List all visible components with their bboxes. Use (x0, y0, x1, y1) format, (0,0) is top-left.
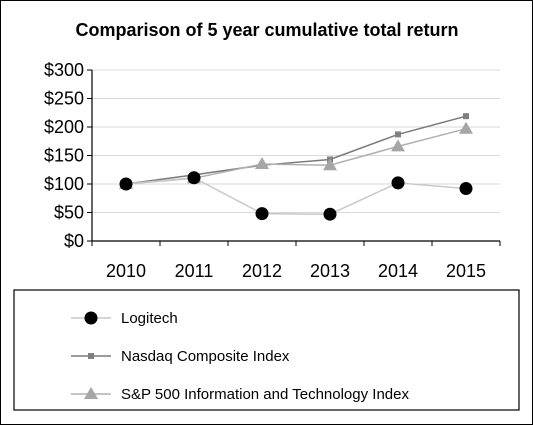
y-tick-label: $0 (64, 231, 84, 251)
x-tick-label: 2010 (106, 261, 146, 281)
data-point-triangle (391, 139, 405, 152)
data-point-circle (459, 182, 473, 196)
legend-item: Nasdaq Composite Index (71, 348, 290, 365)
y-tick-label: $50 (54, 203, 84, 223)
y-tick-label: $250 (44, 89, 84, 109)
y-axis-tick-labels: $0 $50 $100 $150 $200 $250 $300 (44, 60, 84, 251)
series-circle (119, 171, 473, 221)
legend-marker-circle (84, 311, 98, 325)
legend-label: S&P 500 Information and Technology Index (121, 386, 409, 403)
legend-marker-square (88, 353, 94, 359)
y-tick-label: $200 (44, 117, 84, 137)
y-tick-label: $100 (44, 174, 84, 194)
series-line-circle (125, 176, 467, 215)
legend-label: Nasdaq Composite Index (121, 348, 290, 365)
legend: Logitech Nasdaq Composite Index S&P 500 In… (71, 310, 409, 403)
data-point-square (463, 113, 469, 120)
series-line-square (125, 115, 467, 185)
x-tick-label: 2014 (378, 261, 418, 281)
series-square (123, 113, 469, 187)
legend-box (13, 289, 520, 411)
data-point-circle (119, 177, 133, 191)
series-line-triangle (125, 127, 467, 185)
data-point-circle (255, 207, 269, 221)
data-point-circle (187, 171, 201, 185)
x-tick-label: 2011 (175, 261, 214, 281)
y-tick-label: $150 (44, 146, 84, 166)
data-point-triangle (255, 157, 269, 170)
data-point-circle (323, 207, 337, 221)
data-point-square (395, 131, 401, 138)
legend-item: Logitech (71, 310, 178, 327)
x-axis-tick-labels: 2010 2011 2012 2013 2014 2015 (106, 261, 486, 281)
series-group (119, 113, 473, 221)
y-tick-label: $300 (44, 60, 84, 80)
chart-title: Comparison of 5 year cumulative total re… (75, 20, 458, 40)
data-point-triangle (323, 158, 337, 171)
x-tick-label: 2013 (310, 261, 350, 281)
x-tick-label: 2015 (446, 261, 486, 281)
data-point-circle (391, 176, 405, 190)
axes (87, 69, 501, 246)
legend-item: S&P 500 Information and Technology Index (71, 386, 409, 403)
data-point-triangle (459, 121, 473, 134)
legend-label: Logitech (121, 310, 178, 327)
x-tick-label: 2012 (242, 261, 282, 281)
legend-marker-triangle (84, 387, 98, 399)
gridlines (92, 69, 500, 213)
